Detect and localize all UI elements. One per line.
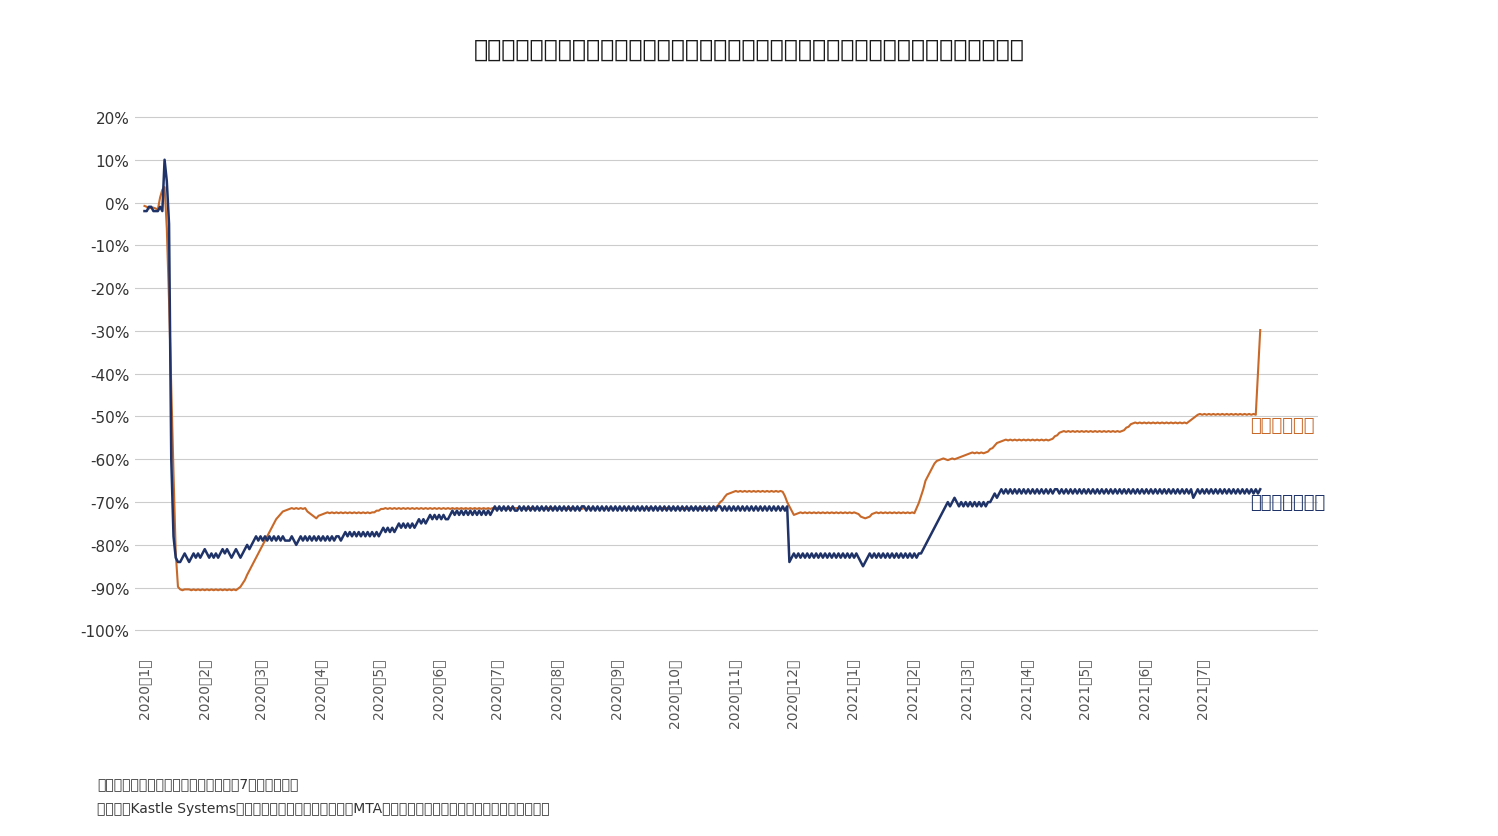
Text: 図表２：全米１０都市オフィス出社率とニューヨーク地下鉄乗客者数（感染拡大前比）: 図表２：全米１０都市オフィス出社率とニューヨーク地下鉄乗客者数（感染拡大前比）: [473, 38, 1025, 62]
Text: オフィス出社率: オフィス出社率: [1251, 493, 1326, 512]
Text: （出所）Kastle Systems、ニューヨーク州都市交通局（MTA）のデータをもとにニッセイ基礎研究所作成: （出所）Kastle Systems、ニューヨーク州都市交通局（MTA）のデータ…: [97, 801, 550, 815]
Text: 地下鉄乗客数: 地下鉄乗客数: [1251, 416, 1315, 435]
Text: （注）ニューヨーク地下鉄乗客者数は7日移動平均。: （注）ニューヨーク地下鉄乗客者数は7日移動平均。: [97, 776, 298, 790]
